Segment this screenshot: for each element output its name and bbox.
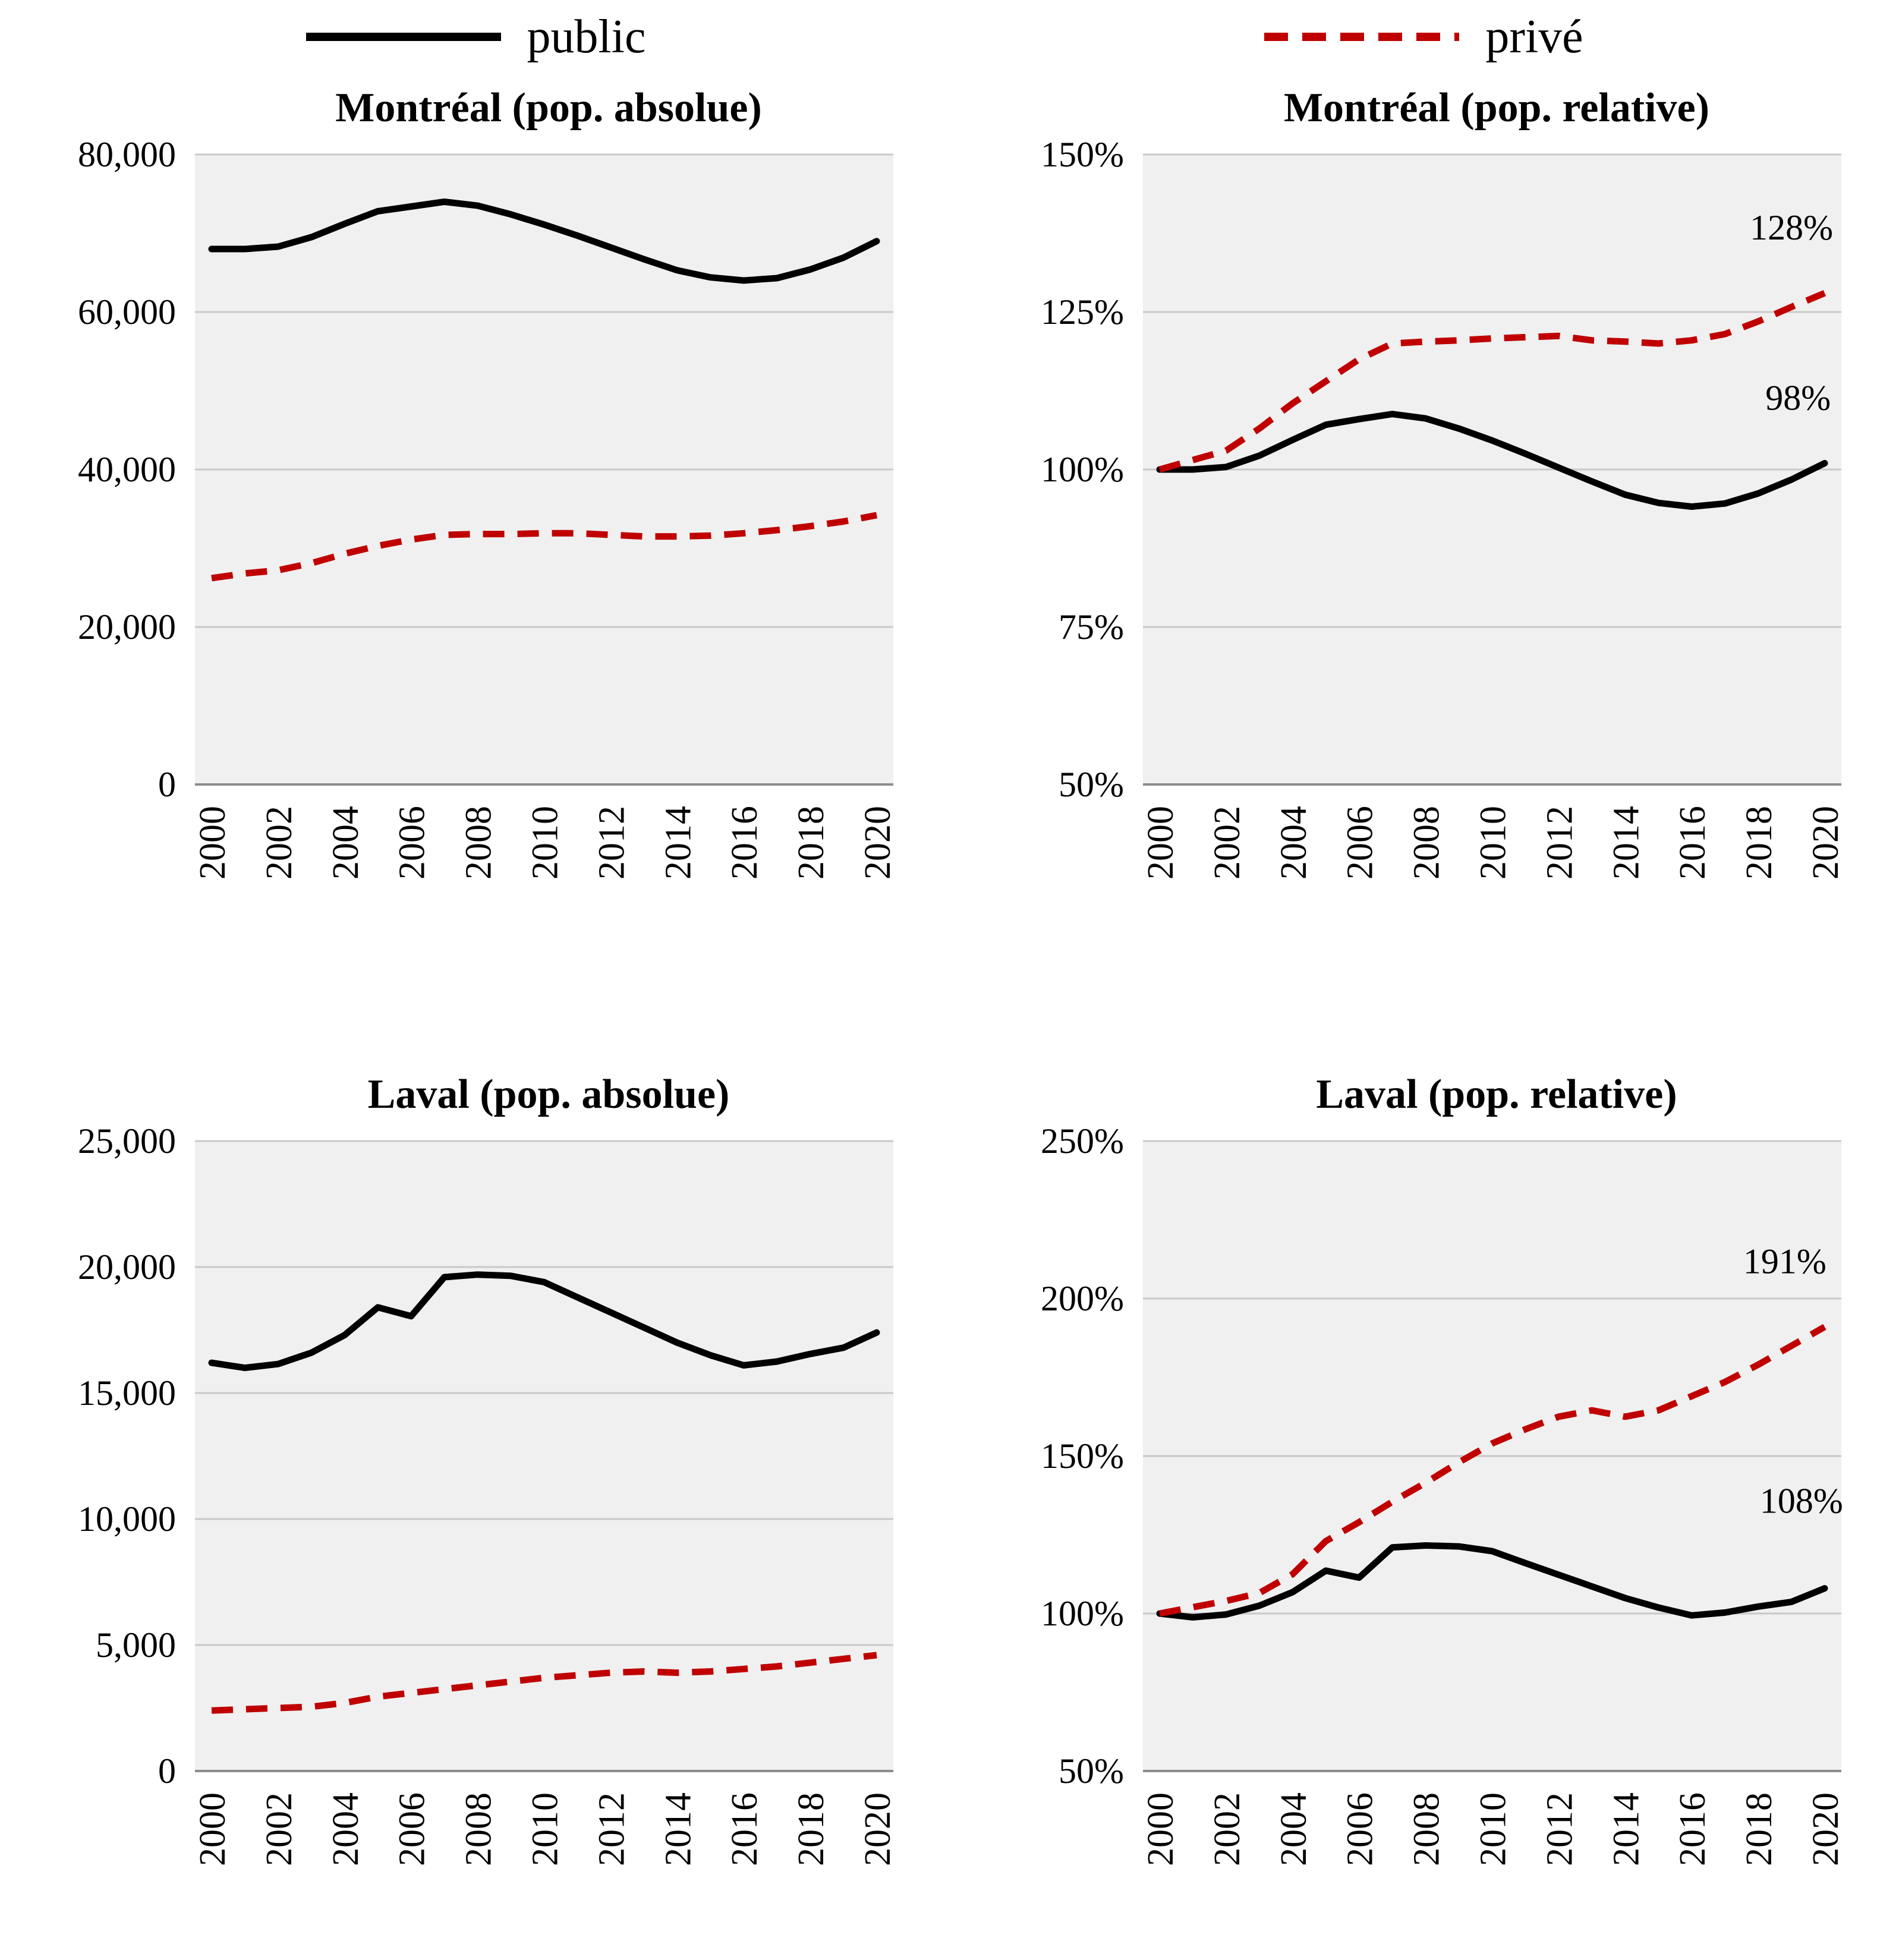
chart-canvas-montreal-relative: 50% 75% 100% 125% 150% 2000 2002 2004 2006 2008 20…	[1041, 137, 1846, 880]
series-line-prive	[1158, 1324, 1826, 1617]
x-tick-label: 2016	[1673, 1792, 1713, 1866]
x-tick-label: 2000	[1141, 1792, 1181, 1866]
x-tick-label: 2000	[1141, 806, 1181, 880]
x-tick-label: 2012	[591, 1792, 632, 1866]
chart-title-montreal-absolue: Montréal (pop. absolue)	[335, 85, 762, 131]
x-tick-label: 2004	[326, 1792, 366, 1866]
chart-laval-relative: Laval (pop. relative) 50% 100% 150% 200% 250…	[948, 1052, 1896, 1955]
y-tick-label: 40,000	[78, 450, 176, 489]
x-tick-label: 2016	[725, 1792, 765, 1866]
chart-montreal-absolue: Montréal (pop. absolue) 0 20,000 40,000 60,…	[0, 65, 948, 969]
legend-line-public-icon	[305, 33, 501, 41]
y-tick-label: 250%	[1041, 1123, 1124, 1161]
legend: public privé	[0, 0, 1896, 65]
x-tick-label: 2006	[392, 1792, 433, 1866]
x-tick-label: 2010	[1473, 1792, 1514, 1866]
series-line-public	[208, 198, 880, 284]
y-tick-label: 0	[158, 765, 176, 804]
x-tick-label: 2016	[1673, 806, 1713, 880]
series-line-public	[1156, 1542, 1828, 1621]
x-tick-label: 2010	[1473, 806, 1514, 880]
y-tick-label: 150%	[1041, 137, 1124, 174]
y-tick-label: 25,000	[78, 1123, 176, 1161]
x-tick-label: 2018	[791, 1792, 832, 1866]
x-tick-label: 2002	[1207, 1792, 1248, 1866]
y-tick-label: 50%	[1059, 1751, 1124, 1791]
x-tick-label: 2002	[259, 806, 300, 880]
chart-montreal-relative: Montréal (pop. relative) 50% 75% 100% 125% 1…	[948, 65, 1896, 969]
y-tick-label: 60,000	[78, 292, 176, 332]
series-line-prive	[1158, 290, 1826, 473]
series-line-public	[1156, 411, 1828, 510]
legend-line-prive-icon	[1264, 33, 1460, 41]
y-tick-label: 100%	[1041, 1594, 1124, 1633]
x-tick-label: 2008	[1407, 806, 1447, 880]
chart-canvas-laval-relative: 50% 100% 150% 200% 250% 2000 2002 2004 2006 2008 2…	[1041, 1123, 1846, 1866]
x-tick-label: 2002	[1207, 806, 1248, 880]
x-tick-label: 2008	[459, 806, 499, 880]
x-tick-label: 2016	[725, 806, 765, 880]
x-tick-label: 2014	[658, 1792, 698, 1866]
x-tick-label: 2020	[858, 1792, 898, 1866]
chart-canvas-laval-absolue: 0 5,000 10,000 15,000 20,000 25,000 2000 2002 20…	[78, 1123, 898, 1866]
x-tick-label: 2012	[1539, 806, 1580, 880]
y-tick-label: 0	[158, 1751, 176, 1791]
x-tick-label: 2018	[1739, 1792, 1780, 1866]
x-tick-label: 2006	[1340, 1792, 1381, 1866]
series-line-prive	[211, 512, 878, 582]
series-line-prive	[211, 1652, 877, 1714]
legend-label-public: public	[527, 11, 646, 63]
legend-item-prive: privé	[948, 8, 1896, 65]
x-tick-label: 2020	[1806, 806, 1846, 880]
y-tick-label: 5,000	[96, 1625, 176, 1665]
x-tick-label: 2004	[1274, 1792, 1314, 1866]
x-tick-label: 2004	[1274, 806, 1314, 880]
chart-title-laval-relative: Laval (pop. relative)	[1316, 1072, 1677, 1117]
x-tick-label: 2020	[858, 806, 898, 880]
y-tick-label: 75%	[1059, 607, 1124, 647]
y-tick-label: 200%	[1041, 1279, 1124, 1318]
value-label: 128%	[1750, 208, 1833, 247]
chart-title-laval-absolue: Laval (pop. absolue)	[367, 1072, 730, 1117]
x-tick-label: 2014	[1606, 806, 1646, 880]
x-tick-label: 2006	[1340, 806, 1381, 880]
x-tick-label: 2006	[392, 806, 433, 880]
y-tick-label: 20,000	[78, 607, 176, 647]
x-tick-label: 2000	[193, 806, 233, 880]
chart-canvas-montreal-absolue: 0 20,000 40,000 60,000 80,000 2000 2002 2004 200…	[78, 137, 898, 880]
x-tick-label: 2012	[591, 806, 632, 880]
x-tick-label: 2008	[459, 1792, 499, 1866]
charts-grid: Montréal (pop. absolue) 0 20,000 40,000 60,…	[0, 65, 1896, 1955]
plot-area	[195, 1141, 893, 1771]
x-tick-label: 2018	[791, 806, 832, 880]
x-tick-label: 2010	[525, 1792, 566, 1866]
legend-label-prive: privé	[1485, 11, 1583, 63]
y-tick-label: 80,000	[78, 137, 176, 174]
y-tick-label: 100%	[1041, 450, 1124, 489]
x-tick-label: 2018	[1739, 806, 1780, 880]
y-tick-label: 20,000	[78, 1247, 176, 1287]
x-tick-label: 2002	[259, 1792, 300, 1866]
chart-title-montreal-relative: Montréal (pop. relative)	[1283, 85, 1710, 131]
value-label: 108%	[1760, 1481, 1843, 1520]
value-label: 191%	[1743, 1242, 1826, 1281]
y-tick-label: 15,000	[78, 1373, 176, 1413]
value-label: 98%	[1765, 378, 1831, 417]
x-tick-label: 2004	[326, 806, 366, 880]
y-tick-label: 50%	[1059, 765, 1124, 804]
x-tick-label: 2012	[1539, 1792, 1580, 1866]
x-tick-label: 2014	[658, 806, 698, 880]
chart-laval-absolue: Laval (pop. absolue) 0 5,000 10,000 15,000 2…	[0, 1052, 948, 1955]
x-tick-label: 2008	[1407, 1792, 1447, 1866]
x-tick-label: 2010	[525, 806, 566, 880]
y-tick-label: 125%	[1041, 292, 1124, 332]
x-tick-label: 2020	[1806, 1792, 1846, 1866]
x-tick-label: 2000	[193, 1792, 233, 1866]
x-tick-label: 2014	[1606, 1792, 1646, 1866]
y-tick-label: 150%	[1041, 1436, 1124, 1476]
series-line-public	[208, 1271, 880, 1372]
y-tick-label: 10,000	[78, 1499, 176, 1539]
legend-item-public: public	[0, 8, 948, 65]
